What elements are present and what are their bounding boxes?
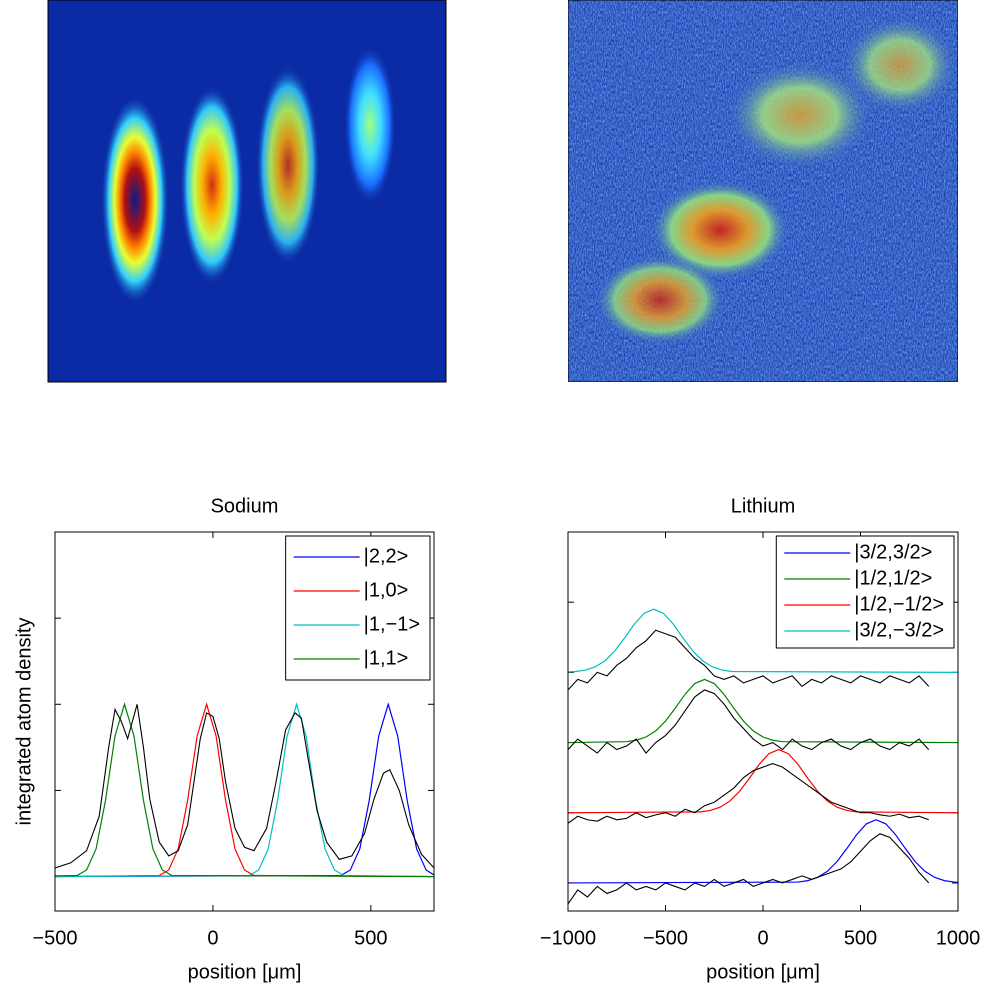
fit-line [55,702,434,878]
fit-line [55,702,434,878]
fit-line [568,748,958,814]
legend-label: |1,−1> [364,613,420,635]
x-tick-label: 500 [354,927,387,949]
data-line [568,763,929,824]
plot-lines [568,608,958,905]
legend-box [285,535,431,681]
x-tick-label: 0 [207,927,218,949]
legend-label: |3/2,−3/2> [854,619,944,641]
legend-label: |2,2> [364,545,409,567]
fit-line [568,608,958,673]
legend: |3/2,3/2> |1/2,1/2> |1/2,−1/2> |3/2,−3/2> [775,535,955,649]
legend-label: |1,0> [364,579,409,601]
x-tick-label: 500 [844,927,877,949]
fit-line [55,702,434,878]
sodium-image [47,0,447,383]
legend-label: |1,1> [364,647,409,669]
legend-label: |1/2,1/2> [854,567,932,589]
legend: |2,2> |1,0> |1,−1> |1,1> [285,535,431,681]
legend-label: |1/2,−1/2> [854,593,944,615]
fit-line [55,702,434,878]
chart-title: Lithium [731,495,795,517]
fit-line [568,678,958,744]
x-tick-label: −500 [32,927,77,949]
lithium-image [568,0,958,382]
y-axis-label: integrated atom density [13,618,35,826]
axes-box [54,531,435,912]
axes-box [567,531,959,912]
x-tick-label: −1000 [540,927,596,949]
x-axis-label: position [μm] [706,961,820,983]
legend-box [775,535,955,649]
data-line [55,704,434,869]
chart-title: Sodium [211,495,279,517]
plot-lines [55,702,434,878]
data-line [568,689,930,754]
x-tick-label: 0 [757,927,768,949]
data-line [568,629,930,691]
x-tick-label: 1000 [936,927,981,949]
x-tick-label: −500 [643,927,688,949]
data-line [568,833,930,905]
legend-label: |3/2,3/2> [854,541,932,563]
x-axis-label: position [μm] [188,961,302,983]
